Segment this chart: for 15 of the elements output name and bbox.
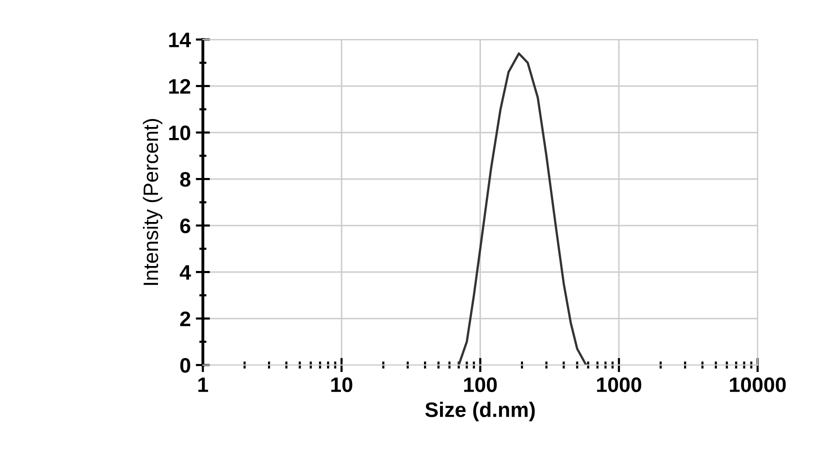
y-tick-label: 0 <box>180 358 190 373</box>
x-axis-title: Size (d.nm) <box>425 402 535 422</box>
y-axis-title: Intensity (Percent) <box>142 119 162 285</box>
x-tick-label: 10 <box>331 377 352 392</box>
x-tick-label: 1 <box>198 378 208 392</box>
y-tick-label: 6 <box>180 218 190 234</box>
x-tick-label: 100 <box>464 377 497 392</box>
y-tick-label: 14 <box>169 32 191 48</box>
y-tick-label: 12 <box>169 79 190 94</box>
y-tick-label: 10 <box>169 126 190 140</box>
y-tick-label: 8 <box>180 172 190 187</box>
x-tick-label: 10000 <box>730 377 786 392</box>
x-tick-label: 1000 <box>597 377 642 392</box>
y-tick-label: 4 <box>180 265 191 280</box>
y-tick-label: 2 <box>180 312 190 326</box>
